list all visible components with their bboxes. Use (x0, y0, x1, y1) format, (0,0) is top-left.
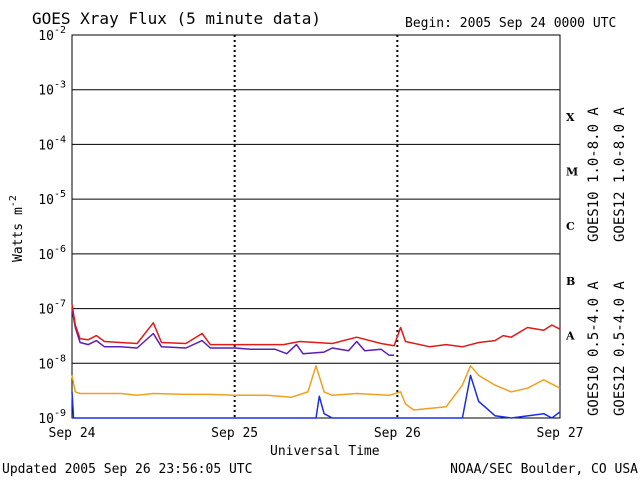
grid-lines (72, 35, 560, 418)
y-tick-label: 10-3 (38, 80, 66, 99)
legend-goes10-long: GOES10 1.0-8.0 A (586, 107, 602, 242)
y-tick-exponent: -3 (54, 80, 66, 91)
y-tick-label: 10-2 (38, 25, 66, 44)
series-line (71, 365, 561, 411)
y-tick-base: 10 (38, 303, 54, 318)
y-axis-label: Watts m-2 (8, 195, 26, 262)
footer-source: NOAA/SEC Boulder, CO USA (450, 462, 638, 477)
y-tick-label: 10-8 (38, 353, 66, 372)
legend-goes12-short: GOES12 0.5-4.0 A (612, 281, 628, 416)
flare-class-label: A (565, 330, 575, 343)
y-tick-base: 10 (38, 29, 54, 44)
chart-title: GOES Xray Flux (5 minute data) (32, 9, 321, 28)
y-tick-exponent: -6 (54, 244, 66, 255)
series-line (71, 374, 561, 419)
x-tick-label: Sep 24 (49, 426, 96, 441)
y-tick-label: 10-6 (38, 244, 66, 263)
footer-updated: Updated 2005 Sep 26 23:56:05 UTC (2, 462, 252, 477)
legend-goes10-short: GOES10 0.5-4.0 A (586, 281, 602, 416)
x-tick-label: Sep 25 (211, 426, 258, 441)
y-tick-label: 10-4 (38, 134, 66, 153)
y-tick-base: 10 (38, 248, 54, 263)
y-tick-base: 10 (38, 357, 54, 372)
y-tick-exponent: -5 (54, 189, 66, 200)
y-tick-label: 10-7 (38, 299, 66, 318)
series-line (71, 304, 561, 348)
flare-class-label: M (566, 166, 578, 179)
y-tick-base: 10 (38, 412, 54, 427)
y-tick-base: 10 (38, 84, 54, 99)
flare-class-label: C (566, 220, 575, 233)
y-tick-exponent: -7 (54, 299, 66, 310)
y-tick-base: 10 (38, 138, 54, 153)
y-axis-ticks: 10-210-310-410-510-610-710-810-9 (38, 25, 66, 427)
data-series (71, 304, 561, 419)
x-axis-label: Universal Time (270, 444, 380, 459)
flare-class-label: B (566, 275, 575, 288)
y-tick-exponent: -9 (54, 408, 66, 419)
y-tick-exponent: -4 (54, 134, 66, 145)
y-axis-label-exponent: -2 (8, 195, 19, 207)
series-line (71, 308, 395, 357)
y-tick-label: 10-9 (38, 408, 66, 427)
flare-class-label: X (566, 111, 575, 124)
flare-class-labels: X M C B A (565, 111, 578, 343)
y-tick-exponent: -8 (54, 353, 66, 364)
y-tick-label: 10-5 (38, 189, 66, 208)
y-tick-base: 10 (38, 193, 54, 208)
x-axis-ticks: Sep 24 Sep 25 Sep 26 Sep 27 (49, 426, 584, 441)
plot-frame (71, 34, 561, 419)
legend-goes12-long: GOES12 1.0-8.0 A (612, 107, 628, 242)
y-axis-label-text: Watts m (11, 207, 26, 262)
x-tick-label: Sep 27 (537, 426, 584, 441)
begin-time: Begin: 2005 Sep 24 0000 UTC (405, 16, 616, 31)
y-tick-exponent: -2 (54, 25, 66, 36)
x-tick-label: Sep 26 (374, 426, 421, 441)
